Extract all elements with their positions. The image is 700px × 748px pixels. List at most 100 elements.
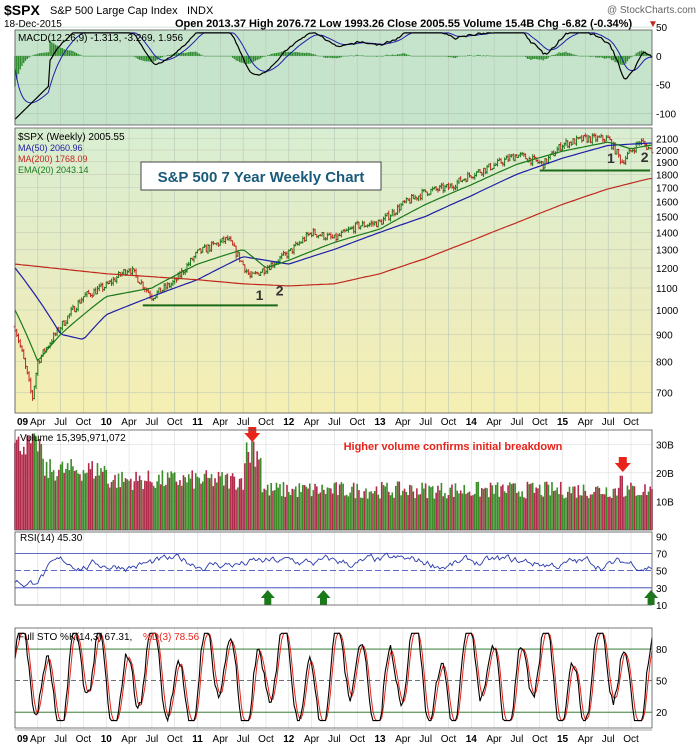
volume-bar — [470, 495, 473, 530]
macd-histogram-bar — [17, 55, 20, 74]
x-tick-label: Apr — [30, 734, 46, 745]
volume-bar — [73, 470, 76, 530]
x-tick-label: Jul — [237, 417, 250, 428]
volume-bar — [31, 434, 34, 530]
macd-histogram-bar — [496, 55, 499, 57]
volume-bar — [472, 495, 474, 530]
macd-histogram-bar — [230, 55, 232, 57]
volume-bar — [263, 488, 265, 530]
volume-bar — [179, 480, 181, 530]
macd-histogram-bar — [424, 55, 427, 57]
volume-bar — [212, 486, 215, 530]
macd-histogram-bar — [588, 55, 590, 57]
volume-bar — [565, 497, 567, 530]
volume-bar — [110, 481, 113, 530]
volume-bar — [28, 436, 30, 530]
volume-bar — [649, 486, 652, 530]
macd-histogram-bar — [214, 55, 216, 57]
volume-bar — [251, 441, 253, 530]
macd-histogram-bar — [403, 53, 406, 56]
macd-histogram-bar — [612, 55, 615, 61]
volume-bar — [252, 441, 255, 530]
volume-bar — [226, 473, 229, 530]
volume-bar — [100, 468, 102, 530]
macd-histogram-bar — [324, 55, 327, 58]
macd-histogram-bar — [598, 55, 601, 58]
macd-histogram-bar — [368, 55, 371, 57]
volume-bar — [552, 491, 555, 530]
macd-histogram-bar — [463, 55, 465, 57]
volume-bar — [145, 481, 148, 530]
volume-bar — [400, 495, 402, 530]
macd-histogram-bar — [372, 55, 374, 57]
volume-bar — [463, 484, 466, 530]
volume-bar — [126, 479, 129, 530]
macd-histogram-bar — [505, 55, 508, 57]
volume-bar — [398, 481, 401, 530]
volume-bar — [340, 482, 343, 530]
macd-histogram-bar — [572, 54, 574, 56]
volume-bar — [115, 487, 118, 530]
volume-bar — [105, 469, 108, 530]
sto-d-line — [14, 632, 653, 722]
macd-histogram-bar — [603, 55, 606, 59]
volume-bar — [214, 478, 216, 530]
rsi-legend: RSI(14) 45.30 — [20, 533, 83, 544]
macd-histogram-bar — [554, 54, 557, 56]
volume-bar — [47, 477, 50, 530]
macd-histogram-bar — [367, 55, 369, 57]
macd-histogram-bar — [574, 54, 576, 56]
volume-bar — [575, 497, 578, 530]
volume-arrow — [244, 427, 261, 442]
macd-histogram-bar — [93, 55, 95, 57]
volume-bar — [272, 490, 274, 530]
macd-histogram-bar — [151, 55, 153, 62]
rsi-line — [14, 552, 653, 588]
macd-histogram-bar — [272, 53, 274, 56]
volume-bar — [386, 482, 388, 530]
volume-bar — [68, 470, 71, 530]
volume-bar — [486, 488, 488, 530]
volume-bar — [309, 483, 311, 530]
macd-histogram-bar — [381, 55, 383, 57]
volume-bar — [112, 480, 115, 530]
volume-bar — [488, 497, 490, 530]
volume-bar — [161, 470, 164, 530]
macd-histogram-bar — [430, 55, 432, 57]
macd-histogram-bar — [438, 55, 441, 57]
macd-histogram-bar — [344, 55, 346, 57]
macd-histogram-bar — [168, 54, 171, 56]
x-tick-label: 10 — [101, 734, 113, 745]
volume-bar — [165, 484, 167, 530]
macd-histogram-bar — [72, 50, 74, 56]
x-tick-label: Oct — [441, 417, 457, 428]
volume-bar — [538, 484, 541, 530]
rsi-y-tick: 90 — [656, 532, 668, 543]
macd-histogram-bar — [314, 54, 316, 56]
volume-bar — [424, 483, 427, 530]
macd-histogram-bar — [495, 55, 497, 57]
macd-histogram-bar — [628, 55, 630, 59]
macd-histogram-bar — [207, 55, 209, 57]
macd-histogram-bar — [102, 55, 104, 57]
volume-bar — [237, 487, 239, 530]
sto-y-tick: 20 — [656, 708, 668, 719]
volume-bar — [184, 477, 187, 530]
macd-histogram-bar — [498, 55, 501, 57]
volume-bar — [559, 481, 562, 530]
macd-histogram-bar — [442, 55, 444, 57]
volume-bar — [72, 466, 74, 530]
macd-histogram-bar — [444, 55, 446, 57]
macd-histogram-bar — [31, 55, 34, 56]
volume-bar — [121, 471, 123, 530]
macd-histogram-bar — [391, 54, 393, 56]
macd-histogram-bar — [312, 54, 315, 56]
x-tick-label: Oct — [623, 734, 639, 745]
price-annotation: 1 — [607, 150, 615, 166]
volume-bar — [279, 484, 281, 530]
x-tick-label: Jul — [511, 734, 524, 745]
volume-bar — [17, 436, 20, 530]
price-y-tick: 1200 — [656, 264, 679, 275]
macd-histogram-bar — [26, 55, 28, 60]
macd-histogram-bar — [145, 55, 148, 62]
